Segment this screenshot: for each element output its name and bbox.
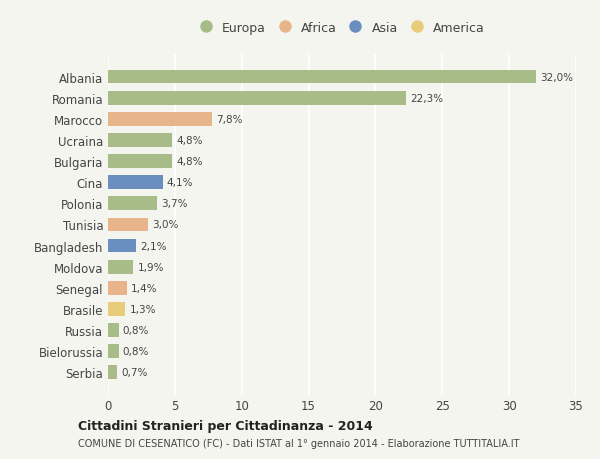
Text: 1,4%: 1,4%: [131, 283, 157, 293]
Bar: [108, 302, 125, 316]
Text: 0,8%: 0,8%: [123, 325, 149, 335]
Text: 7,8%: 7,8%: [217, 115, 243, 124]
Bar: [108, 260, 133, 274]
Text: COMUNE DI CESENATICO (FC) - Dati ISTAT al 1° gennaio 2014 - Elaborazione TUTTITA: COMUNE DI CESENATICO (FC) - Dati ISTAT a…: [78, 438, 520, 448]
Bar: [108, 155, 172, 168]
Text: 1,3%: 1,3%: [130, 304, 156, 314]
Bar: [108, 281, 127, 295]
Text: 32,0%: 32,0%: [540, 73, 573, 82]
Text: 4,8%: 4,8%: [176, 135, 203, 146]
Bar: [108, 92, 406, 105]
Bar: [108, 239, 136, 253]
Text: Cittadini Stranieri per Cittadinanza - 2014: Cittadini Stranieri per Cittadinanza - 2…: [78, 419, 373, 432]
Legend: Europa, Africa, Asia, America: Europa, Africa, Asia, America: [194, 17, 490, 40]
Text: 0,8%: 0,8%: [123, 347, 149, 356]
Text: 22,3%: 22,3%: [410, 94, 443, 103]
Text: 3,7%: 3,7%: [161, 199, 188, 209]
Text: 4,8%: 4,8%: [176, 157, 203, 167]
Bar: [108, 345, 119, 358]
Bar: [108, 134, 172, 147]
Text: 0,7%: 0,7%: [121, 368, 148, 377]
Text: 2,1%: 2,1%: [140, 241, 167, 251]
Text: 1,9%: 1,9%: [137, 262, 164, 272]
Bar: [108, 112, 212, 126]
Bar: [108, 218, 148, 232]
Text: 3,0%: 3,0%: [152, 220, 179, 230]
Text: 4,1%: 4,1%: [167, 178, 193, 188]
Bar: [108, 324, 119, 337]
Bar: [108, 71, 536, 84]
Bar: [108, 197, 157, 211]
Bar: [108, 176, 163, 190]
Bar: [108, 366, 118, 379]
